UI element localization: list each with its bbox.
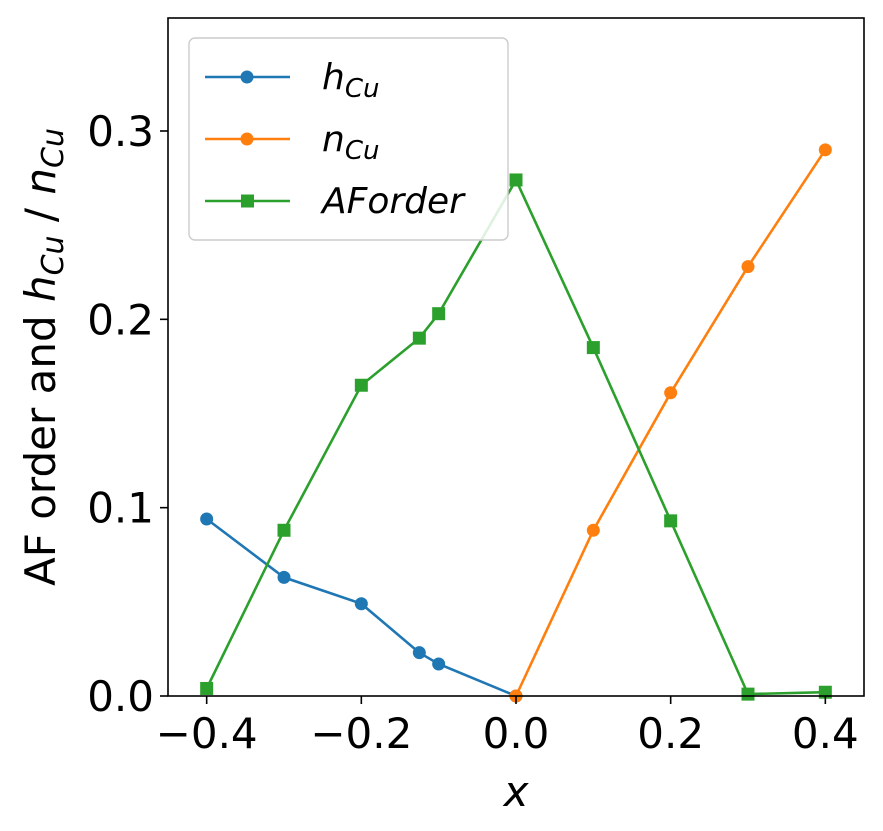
legend-label-h_cu: hCu: [322, 57, 379, 104]
data-point-n_cu: [664, 386, 678, 400]
y-axis-label-n-sub: Cu: [36, 128, 71, 168]
y-axis-label: AF order and hCu / nCu: [16, 128, 71, 586]
data-point-h_cu: [432, 657, 446, 671]
data-point-af_order: [664, 514, 678, 528]
series-n_cu: [509, 143, 832, 703]
data-point-n_cu: [586, 523, 600, 537]
series-h_cu: [200, 512, 523, 703]
y-axis-label-n: n: [16, 168, 65, 195]
y-tick-label: 0.3: [87, 107, 154, 156]
legend-marker-h_cu: [240, 70, 254, 84]
y-axis-label-h: h: [16, 275, 65, 302]
data-point-af_order: [354, 378, 368, 392]
x-tick-label: 0.4: [792, 709, 859, 758]
legend: hCu nCu AForder: [188, 37, 509, 241]
data-point-n_cu: [741, 260, 755, 274]
x-tick-label: −0.2: [310, 709, 412, 758]
data-point-af_order: [741, 687, 755, 701]
legend-item-n_cu: nCu: [205, 119, 379, 166]
y-axis-label-sep: /: [16, 195, 65, 236]
y-axis-label-h-sub: Cu: [36, 235, 71, 275]
legend-label-af_order: AForder: [320, 181, 466, 222]
data-point-h_cu: [200, 512, 214, 526]
y-tick-label: 0.2: [87, 295, 154, 344]
series-line-af_order: [205, 177, 826, 696]
x-axis-label: x: [502, 767, 530, 816]
legend-item-h_cu: hCu: [205, 57, 379, 104]
legend-marker-n_cu: [240, 132, 254, 146]
data-point-h_cu: [277, 570, 291, 584]
axes-layer: −0.4 −0.2 0.0 0.2 0.4 0.0 0.1 0.2 0.3: [87, 17, 865, 758]
series-line-n_cu: [514, 149, 827, 697]
x-tick-label: −0.4: [156, 709, 258, 758]
data-point-af_order: [586, 341, 600, 355]
y-tick-label: 0.0: [87, 672, 154, 721]
legend-marker-af_order: [241, 194, 254, 208]
data-point-af_order: [432, 307, 446, 321]
legend-label-n_cu: nCu: [322, 119, 379, 166]
y-axis-label-prefix: AF order and: [16, 302, 65, 586]
series-af_order: [200, 173, 832, 701]
y-tick-label: 0.1: [87, 484, 154, 533]
data-point-af_order: [412, 331, 426, 345]
data-point-af_order: [509, 173, 523, 187]
series-line-h_cu: [205, 517, 517, 698]
data-point-af_order: [200, 681, 214, 695]
legend-box: [188, 37, 509, 241]
data-point-h_cu: [412, 646, 426, 660]
x-tick-label: 0.2: [637, 709, 704, 758]
x-tick-label: 0.0: [483, 709, 550, 758]
data-point-af_order: [277, 523, 291, 537]
data-point-h_cu: [354, 597, 368, 611]
legend-item-af_order: AForder: [205, 181, 466, 222]
data-point-n_cu: [818, 143, 832, 157]
